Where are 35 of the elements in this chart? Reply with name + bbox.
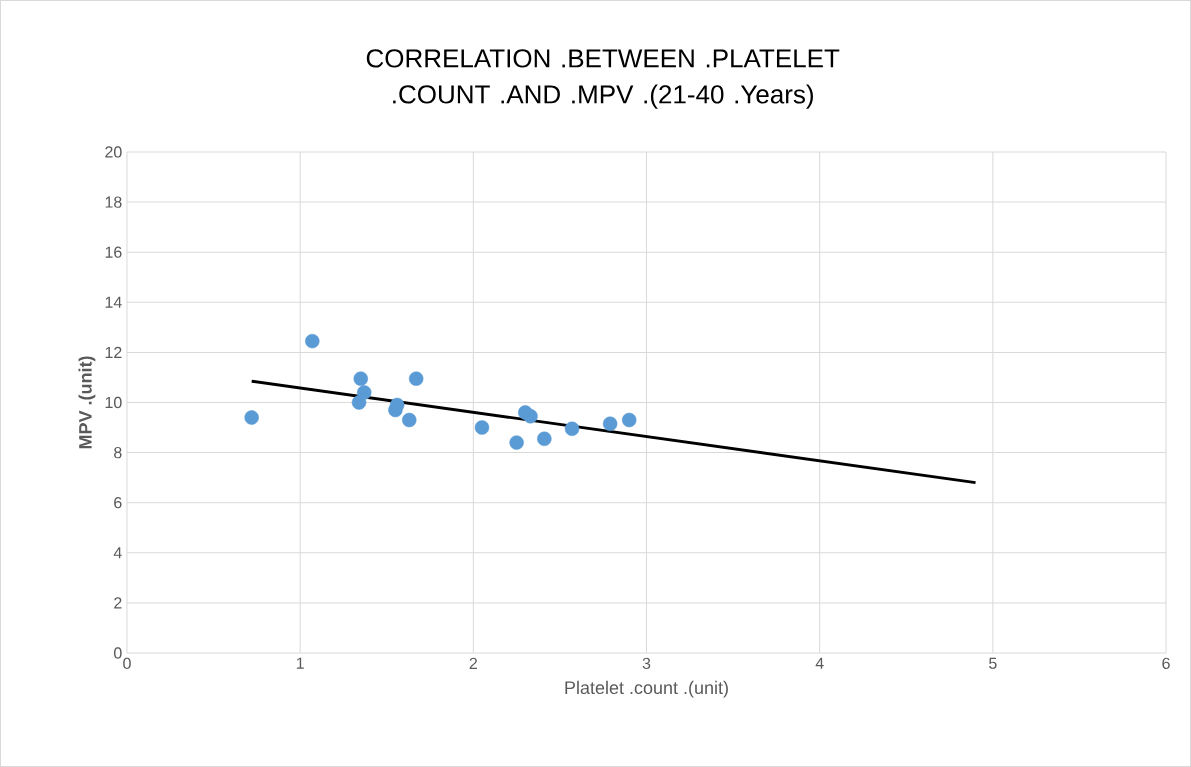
point xyxy=(408,371,424,386)
x-tick-label: 0 xyxy=(123,657,131,670)
y-tick-label: 18 xyxy=(105,196,122,208)
point xyxy=(523,409,538,424)
point xyxy=(351,395,367,410)
point xyxy=(353,371,368,386)
point xyxy=(564,421,580,436)
y-tick-label: 6 xyxy=(114,497,122,509)
x-axis-title: Platelet .count .(unit) xyxy=(565,680,728,698)
x-tick-label: 1 xyxy=(296,657,304,669)
y-tick-label: 8 xyxy=(114,446,122,459)
y-tick-label: 16 xyxy=(105,246,122,258)
y-tick-label: 0 xyxy=(114,647,122,659)
x-tick-label: 6 xyxy=(1162,657,1170,670)
y-tick-label: 4 xyxy=(113,547,122,559)
y-tick-label: 12 xyxy=(105,346,122,358)
point xyxy=(402,412,417,428)
x-tick-label: 5 xyxy=(989,657,997,669)
y-tick-label: 14 xyxy=(105,296,122,308)
x-tick-label: 4 xyxy=(815,657,824,669)
point xyxy=(602,416,618,431)
point xyxy=(244,410,259,425)
point xyxy=(537,431,552,447)
y-axis-title: MPV .(unit) xyxy=(78,356,96,449)
point xyxy=(621,412,637,428)
y-tick-label: 2 xyxy=(114,597,122,609)
chart-title: CORRELATION .BETWEEN .PLATELET .COUNT .AND .MPV .(21-40 .Years) xyxy=(366,49,840,109)
y-tick-label: 20 xyxy=(105,146,122,158)
x-tick-label: 3 xyxy=(642,657,651,670)
point xyxy=(388,402,403,418)
point xyxy=(474,420,490,435)
y-tick-label: 10 xyxy=(105,396,122,409)
x-tick-label: 2 xyxy=(469,657,477,669)
point xyxy=(509,435,524,450)
point xyxy=(305,333,320,349)
